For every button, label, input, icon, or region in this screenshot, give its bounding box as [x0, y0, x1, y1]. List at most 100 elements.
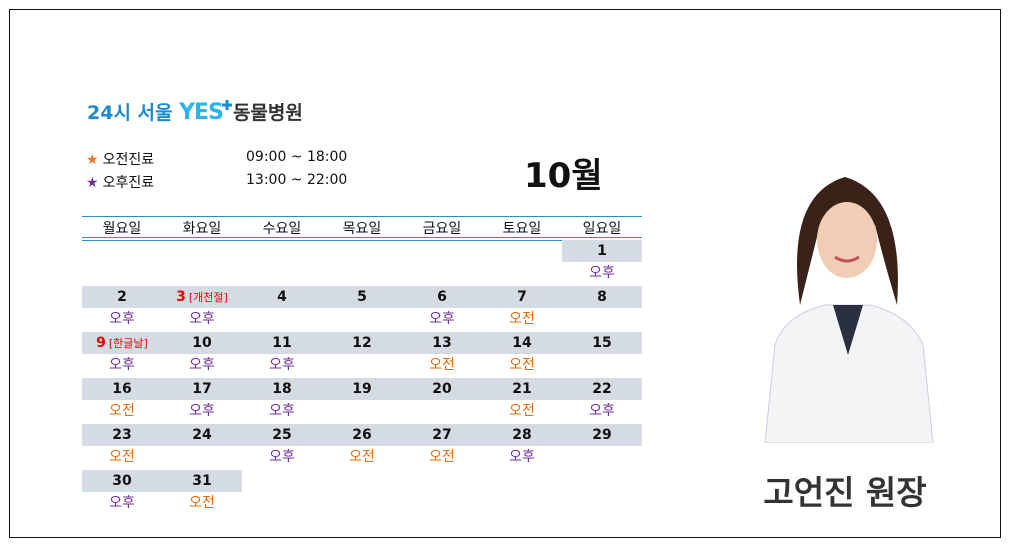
weekday: 토요일 — [502, 221, 542, 237]
date-band — [402, 286, 482, 308]
day-number: 30 — [112, 473, 132, 489]
day-number: 22 — [592, 381, 612, 397]
day-number: 25 — [272, 427, 292, 443]
date-band — [162, 424, 242, 446]
frame — [9, 9, 1001, 538]
date: 18 — [242, 378, 322, 400]
day-number: 13 — [432, 335, 452, 351]
shift: 오후 — [109, 495, 135, 511]
weekday: 일요일 — [582, 221, 622, 237]
date: 16 — [82, 378, 162, 400]
date: 27 — [402, 424, 482, 446]
date: 3 [개천절] — [162, 286, 242, 309]
date-band — [242, 378, 322, 400]
date-band — [402, 424, 482, 446]
day-number: 20 — [432, 381, 452, 397]
shift: 오후 — [269, 403, 295, 419]
day-number: 3 — [176, 289, 186, 305]
shift: 오후 — [589, 265, 615, 281]
hours-time: 09:00 ~ 18:00 — [246, 149, 348, 165]
day-number: 7 — [517, 289, 527, 305]
logo: 24시 서울 YES 동물병원 — [87, 98, 303, 125]
date-band — [562, 378, 642, 400]
shift: 오후 — [109, 311, 135, 327]
day-number: 24 — [192, 427, 212, 443]
shift: 오후 — [589, 403, 615, 419]
day-number: 14 — [512, 335, 532, 351]
date: 23 — [82, 424, 162, 446]
date: 19 — [322, 378, 402, 400]
shift: 오전 — [509, 357, 535, 373]
day-number: 15 — [592, 335, 612, 351]
shift: 오전 — [429, 449, 455, 465]
date-band — [402, 332, 482, 354]
date: 1 — [562, 240, 642, 262]
day-number: 27 — [432, 427, 452, 443]
date-band — [82, 470, 162, 492]
holiday-name: [개천절] — [188, 291, 228, 304]
date: 20 — [402, 378, 482, 400]
date-band — [562, 332, 642, 354]
header-rule — [82, 237, 642, 238]
date-band — [482, 286, 562, 308]
date: 4 — [242, 286, 322, 308]
date-band — [242, 332, 322, 354]
date: 11 — [242, 332, 322, 354]
date-band — [162, 470, 242, 492]
day-number: 10 — [192, 335, 212, 351]
day-number: 21 — [512, 381, 532, 397]
date: 26 — [322, 424, 402, 446]
day-number: 28 — [512, 427, 532, 443]
hours-time: 13:00 ~ 22:00 — [246, 172, 348, 188]
day-number: 2 — [117, 289, 127, 305]
shift: 오후 — [109, 357, 135, 373]
shift: 오후 — [509, 449, 535, 465]
day-number: 11 — [272, 335, 292, 351]
logo-mark: YES — [179, 100, 224, 125]
date: 5 — [322, 286, 402, 308]
hours-label: 오전진료 — [102, 152, 155, 168]
date-band — [82, 286, 162, 308]
date: 17 — [162, 378, 242, 400]
shift: 오전 — [509, 403, 535, 419]
date: 9 [한글날] — [82, 332, 162, 355]
shift: 오후 — [189, 311, 215, 327]
date-band — [562, 286, 642, 308]
day-number: 1 — [597, 243, 607, 259]
date: 10 — [162, 332, 242, 354]
shift: 오후 — [189, 403, 215, 419]
logo-suffix: 동물병원 — [232, 102, 303, 124]
hours-label: 오후진료 — [102, 175, 155, 191]
shift: 오전 — [349, 449, 375, 465]
date-band — [322, 332, 402, 354]
date: 7 — [482, 286, 562, 308]
date: 24 — [162, 424, 242, 446]
month-title: 10월 — [524, 156, 603, 196]
date: 8 — [562, 286, 642, 308]
shift: 오후 — [269, 357, 295, 373]
day-number: 26 — [352, 427, 372, 443]
shift: 오전 — [109, 449, 135, 465]
shift: 오전 — [189, 495, 215, 511]
logo-plus — [221, 100, 232, 110]
day-number: 31 — [192, 473, 212, 489]
date: 2 — [82, 286, 162, 308]
date-band — [402, 378, 482, 400]
date: 22 — [562, 378, 642, 400]
date-band — [482, 378, 562, 400]
date-band — [322, 424, 402, 446]
weekday: 목요일 — [342, 221, 382, 237]
legend-marker: ★ — [86, 152, 99, 168]
day-number: 5 — [357, 289, 367, 305]
day-number: 19 — [352, 381, 372, 397]
date: 15 — [562, 332, 642, 354]
date: 14 — [482, 332, 562, 354]
date-band — [82, 424, 162, 446]
shift: 오후 — [429, 311, 455, 327]
date: 6 — [402, 286, 482, 308]
date-band — [482, 332, 562, 354]
weekday: 금요일 — [422, 221, 462, 237]
date: 28 — [482, 424, 562, 446]
day-number: 29 — [592, 427, 612, 443]
